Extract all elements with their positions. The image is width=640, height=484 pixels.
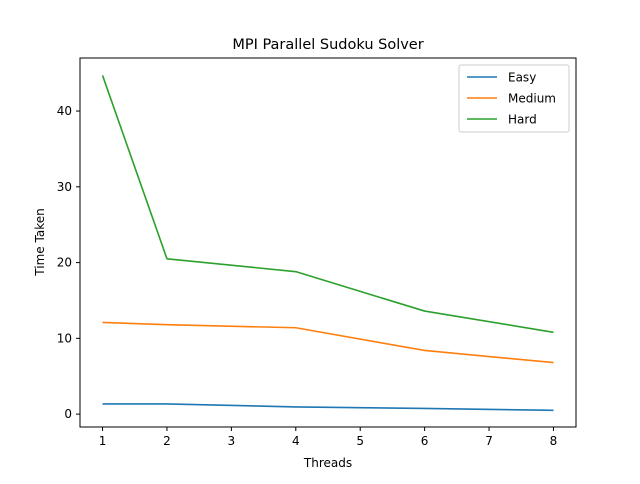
series-line-easy (102, 403, 554, 412)
legend-box (458, 64, 570, 133)
x-tick-label: 4 (292, 434, 300, 448)
x-tick-label: 5 (356, 434, 364, 448)
y-axis-label: Time Taken (33, 208, 47, 276)
y-axis-ticks: 0 10 20 30 40 (57, 104, 80, 421)
x-axis-ticks: 1 2 3 4 5 6 7 8 (99, 427, 558, 448)
y-tick-label: 0 (64, 407, 72, 421)
plot-frame (79, 57, 577, 428)
x-tick-label: 1 (99, 434, 107, 448)
legend-label-hard: Hard (508, 113, 537, 127)
legend: Easy Medium Hard (458, 64, 570, 133)
x-axis-label: Threads (303, 456, 352, 470)
y-tick-label: 30 (57, 180, 72, 194)
x-tick-label: 2 (163, 434, 171, 448)
x-tick-label: 7 (485, 434, 493, 448)
x-tick-label: 6 (421, 434, 429, 448)
y-tick-label: 10 (57, 331, 72, 345)
legend-label-easy: Easy (508, 71, 536, 85)
y-tick-label: 40 (57, 104, 72, 118)
x-tick-label: 8 (550, 434, 558, 448)
series-layer (101, 75, 554, 412)
legend-label-medium: Medium (508, 92, 556, 106)
y-tick-label: 20 (57, 256, 72, 270)
series-line-hard (101, 75, 554, 334)
series-line-medium (102, 321, 554, 364)
chart-title: MPI Parallel Sudoku Solver (232, 37, 423, 53)
x-tick-label: 3 (228, 434, 236, 448)
